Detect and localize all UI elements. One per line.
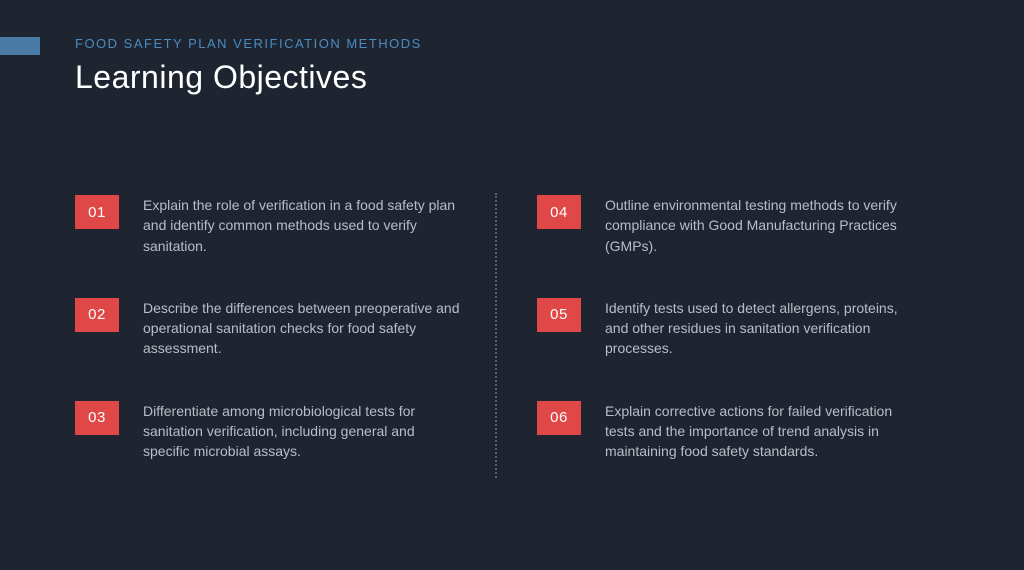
right-column: 04 Outline environmental testing methods… [497, 195, 917, 478]
objectives-columns: 01 Explain the role of verification in a… [75, 195, 955, 478]
objective-item: 01 Explain the role of verification in a… [75, 195, 465, 256]
objective-text: Identify tests used to detect allergens,… [605, 298, 917, 359]
objective-number: 03 [75, 401, 119, 435]
left-column: 01 Explain the role of verification in a… [75, 195, 495, 478]
objective-item: 05 Identify tests used to detect allerge… [537, 298, 917, 359]
objective-item: 06 Explain corrective actions for failed… [537, 401, 917, 462]
objective-number: 06 [537, 401, 581, 435]
objective-number: 04 [537, 195, 581, 229]
objective-text: Describe the differences between preoper… [143, 298, 465, 359]
objective-item: 03 Differentiate among microbiological t… [75, 401, 465, 462]
objective-text: Outline environmental testing methods to… [605, 195, 917, 256]
slide-subtitle: FOOD SAFETY PLAN VERIFICATION METHODS [75, 36, 422, 51]
slide-title: Learning Objectives [75, 59, 422, 96]
objective-number: 05 [537, 298, 581, 332]
objective-number: 02 [75, 298, 119, 332]
objective-text: Explain corrective actions for failed ve… [605, 401, 917, 462]
objective-item: 04 Outline environmental testing methods… [537, 195, 917, 256]
objective-text: Differentiate among microbiological test… [143, 401, 465, 462]
objective-item: 02 Describe the differences between preo… [75, 298, 465, 359]
objective-text: Explain the role of verification in a fo… [143, 195, 465, 256]
objective-number: 01 [75, 195, 119, 229]
header: FOOD SAFETY PLAN VERIFICATION METHODS Le… [75, 36, 422, 96]
accent-bar [0, 37, 40, 55]
